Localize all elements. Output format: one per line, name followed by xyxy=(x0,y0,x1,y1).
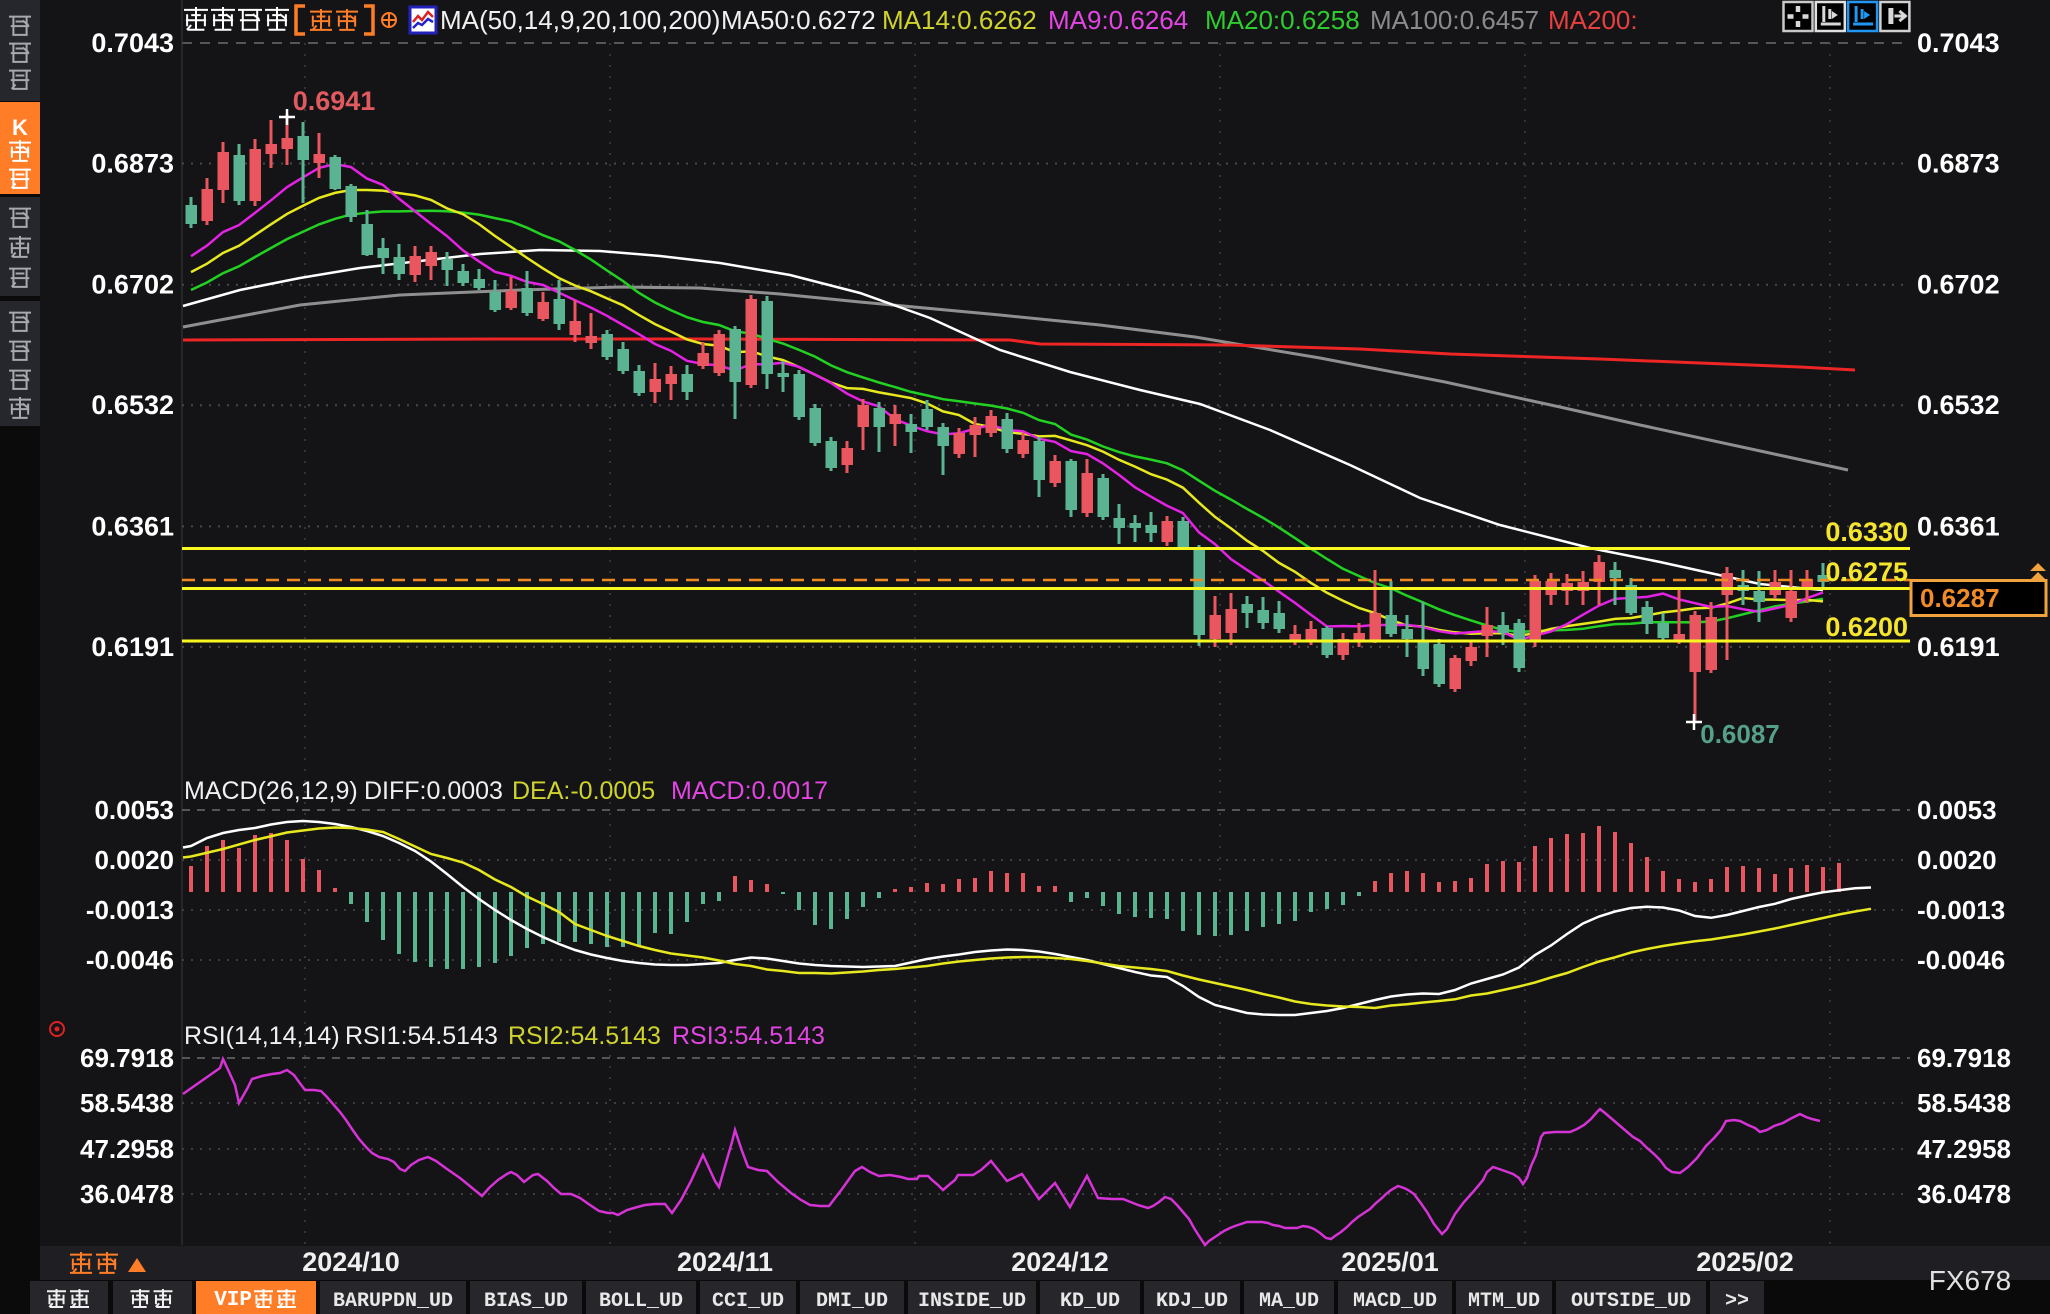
svg-text:CCI_UD: CCI_UD xyxy=(712,1290,784,1313)
svg-text:KD_UD: KD_UD xyxy=(1060,1290,1120,1313)
svg-text:0.7043: 0.7043 xyxy=(91,28,174,58)
svg-text:FX678: FX678 xyxy=(1929,1265,2012,1296)
svg-text:0.6532: 0.6532 xyxy=(91,390,174,420)
svg-text:BOLL_UD: BOLL_UD xyxy=(599,1290,683,1313)
svg-text:MACD(26,12,9): MACD(26,12,9) xyxy=(184,777,358,805)
svg-text:0.0020: 0.0020 xyxy=(94,845,174,875)
svg-text:MACD_UD: MACD_UD xyxy=(1353,1290,1437,1313)
svg-text:47.2958: 47.2958 xyxy=(80,1134,174,1164)
svg-text:-0.0013: -0.0013 xyxy=(86,895,174,925)
svg-text:-0.0046: -0.0046 xyxy=(1917,945,2005,975)
svg-text:RSI3:54.5143: RSI3:54.5143 xyxy=(672,1022,825,1050)
svg-text:0.6702: 0.6702 xyxy=(1917,270,2000,300)
svg-text:0.6330: 0.6330 xyxy=(1825,517,1908,547)
svg-text:36.0478: 36.0478 xyxy=(1917,1179,2011,1209)
svg-text:VIP: VIP xyxy=(214,1289,252,1312)
svg-text:-0.0046: -0.0046 xyxy=(86,945,174,975)
svg-text:58.5438: 58.5438 xyxy=(1917,1088,2011,1118)
svg-text:KDJ_UD: KDJ_UD xyxy=(1156,1290,1228,1313)
svg-text:RSI2:54.5143: RSI2:54.5143 xyxy=(508,1022,661,1050)
svg-text:0.0053: 0.0053 xyxy=(94,795,174,825)
svg-text:0.6191: 0.6191 xyxy=(91,632,174,662)
svg-text:MA200:: MA200: xyxy=(1548,5,1638,35)
svg-text:0.0020: 0.0020 xyxy=(1917,845,1997,875)
svg-text:DMI_UD: DMI_UD xyxy=(816,1290,888,1313)
svg-text:36.0478: 36.0478 xyxy=(80,1179,174,1209)
svg-text:DEA:-0.0005: DEA:-0.0005 xyxy=(512,777,655,805)
svg-text:BIAS_UD: BIAS_UD xyxy=(484,1290,568,1313)
svg-text:0.6287: 0.6287 xyxy=(1920,583,2000,613)
svg-text:0.6361: 0.6361 xyxy=(1917,511,2000,541)
svg-text:2024/11: 2024/11 xyxy=(677,1247,773,1277)
svg-text:0.6873: 0.6873 xyxy=(91,149,174,179)
svg-text:MA9:0.6264: MA9:0.6264 xyxy=(1048,5,1188,35)
svg-text:0.0053: 0.0053 xyxy=(1917,795,1997,825)
svg-text:MA100:0.6457: MA100:0.6457 xyxy=(1370,5,1539,35)
svg-text:2024/12: 2024/12 xyxy=(1011,1247,1109,1277)
svg-text:RSI1:54.5143: RSI1:54.5143 xyxy=(345,1022,498,1050)
svg-text:47.2958: 47.2958 xyxy=(1917,1134,2011,1164)
svg-text:INSIDE_UD: INSIDE_UD xyxy=(918,1290,1026,1313)
svg-text:0.6532: 0.6532 xyxy=(1917,390,2000,420)
svg-text:0.6087: 0.6087 xyxy=(1700,719,1780,749)
svg-text:DIFF:0.0003: DIFF:0.0003 xyxy=(364,777,503,805)
svg-text:OUTSIDE_UD: OUTSIDE_UD xyxy=(1571,1290,1691,1313)
svg-text:2025/02: 2025/02 xyxy=(1696,1247,1794,1277)
svg-text:69.7918: 69.7918 xyxy=(1917,1043,2011,1073)
svg-text:0.6200: 0.6200 xyxy=(1825,612,1908,642)
svg-text:2025/01: 2025/01 xyxy=(1341,1247,1439,1277)
svg-text:K: K xyxy=(12,115,28,140)
svg-text:0.6275: 0.6275 xyxy=(1825,557,1908,587)
svg-text:-0.0013: -0.0013 xyxy=(1917,895,2005,925)
svg-text:0.6191: 0.6191 xyxy=(1917,632,2000,662)
svg-text:58.5438: 58.5438 xyxy=(80,1088,174,1118)
svg-text:MACD:0.0017: MACD:0.0017 xyxy=(671,777,828,805)
svg-text:BARUPDN_UD: BARUPDN_UD xyxy=(333,1290,453,1313)
svg-text:MA_UD: MA_UD xyxy=(1259,1290,1319,1313)
svg-text:0.6361: 0.6361 xyxy=(91,511,174,541)
svg-text:MA50:0.6272: MA50:0.6272 xyxy=(721,5,876,35)
svg-text:MTM_UD: MTM_UD xyxy=(1468,1290,1540,1313)
svg-text:2024/10: 2024/10 xyxy=(302,1247,400,1277)
svg-text:RSI(14,14,14): RSI(14,14,14) xyxy=(184,1022,340,1050)
svg-text:MA(50,14,9,20,100,200): MA(50,14,9,20,100,200) xyxy=(440,5,720,35)
svg-text:0.6702: 0.6702 xyxy=(91,270,174,300)
svg-text:>>: >> xyxy=(1725,1290,1749,1313)
svg-text:0.7043: 0.7043 xyxy=(1917,28,2000,58)
svg-text:MA20:0.6258: MA20:0.6258 xyxy=(1205,5,1360,35)
svg-text:0.6941: 0.6941 xyxy=(293,86,376,116)
svg-text:69.7918: 69.7918 xyxy=(80,1043,174,1073)
svg-text:MA14:0.6262: MA14:0.6262 xyxy=(882,5,1037,35)
svg-text:0.6873: 0.6873 xyxy=(1917,149,2000,179)
